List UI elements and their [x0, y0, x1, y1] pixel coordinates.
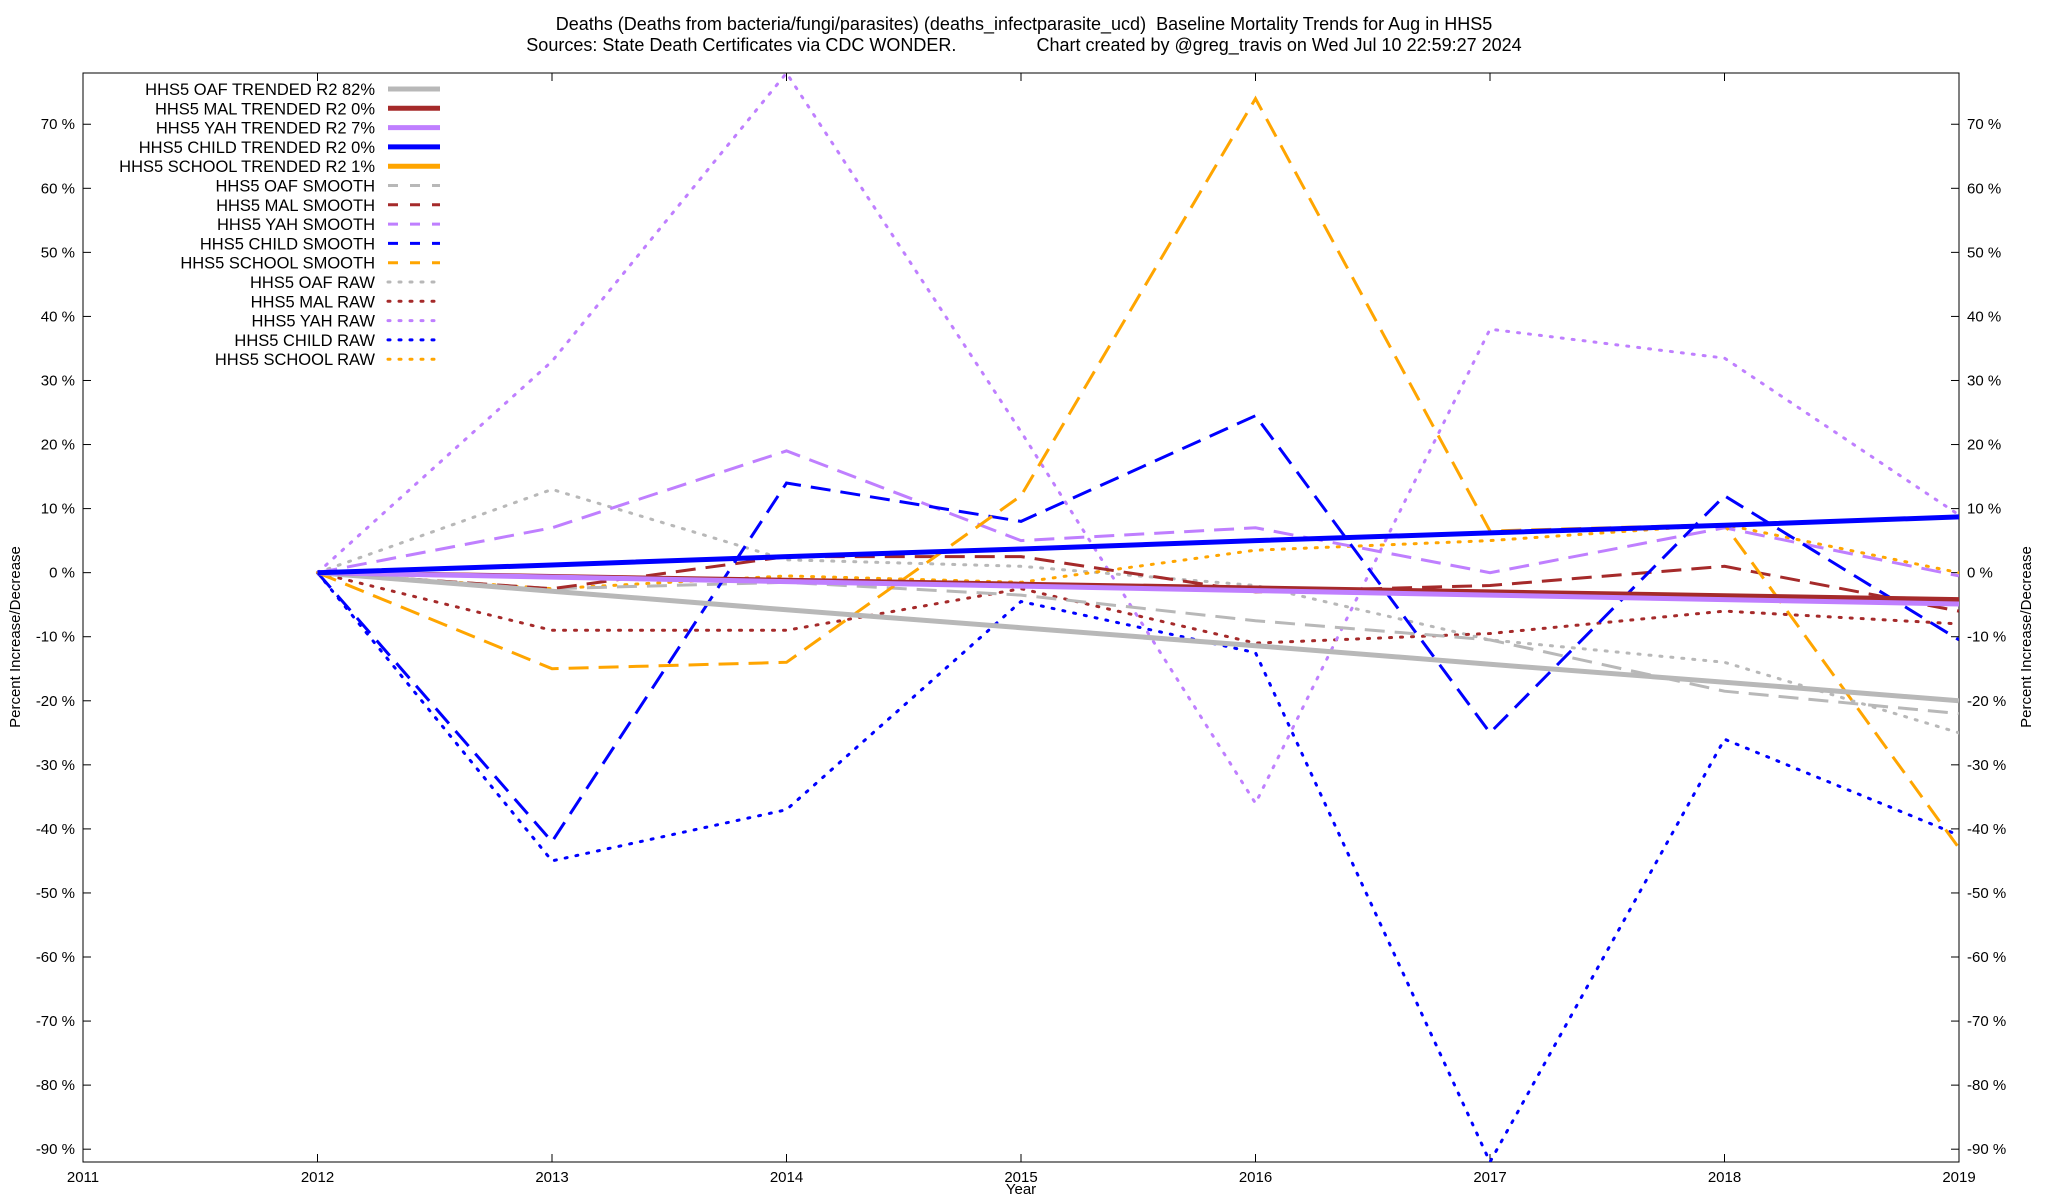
- y-tick-label-right: -80 %: [1967, 1077, 2006, 1094]
- y-tick-label-left: 0 %: [49, 565, 75, 582]
- legend-entry-label: HHS5 MAL SMOOTH: [216, 197, 375, 215]
- y-tick-label-left: 70 %: [41, 116, 75, 133]
- y-tick-label-left: -80 %: [36, 1077, 75, 1094]
- x-tick-label: 2019: [1942, 1169, 1975, 1186]
- legend-entry-label: HHS5 MAL RAW: [251, 293, 376, 311]
- x-tick-label: 2016: [1239, 1169, 1272, 1186]
- series-layer: [316, 73, 1959, 1162]
- y-tick-label-right: -60 %: [1967, 949, 2006, 966]
- y-tick-label-right: 70 %: [1967, 116, 2001, 133]
- legend-entry-label: HHS5 YAH TRENDED R2 7%: [156, 120, 375, 138]
- series-line-12: [316, 73, 1959, 807]
- series-line-9: [316, 95, 1959, 849]
- series-line-7: [317, 449, 1959, 578]
- legend-entry-label: HHS5 OAF TRENDED R2 82%: [145, 81, 375, 99]
- y-tick-label-left: -10 %: [36, 629, 75, 646]
- legend-entry-label: HHS5 OAF SMOOTH: [215, 178, 375, 196]
- y-tick-label-left: 10 %: [41, 501, 75, 518]
- series-line-3: [317, 514, 1959, 576]
- chart-title-line-1: Deaths (Deaths from bacteria/fungi/paras…: [555, 14, 1493, 34]
- legend-entry-label: HHS5 CHILD TRENDED R2 0%: [139, 139, 376, 157]
- y-tick-label-right: -70 %: [1967, 1013, 2006, 1030]
- chart-title: Deaths (Deaths from bacteria/fungi/paras…: [0, 14, 2048, 56]
- y-tick-label-left: 40 %: [41, 308, 75, 325]
- series-line-10: [316, 487, 1959, 735]
- legend-entry-label: HHS5 MAL TRENDED R2 0%: [155, 100, 375, 118]
- legend: HHS5 OAF TRENDED R2 82%HHS5 MAL TRENDED …: [119, 81, 442, 369]
- axis-frame: 2011 2012 2013 2014 2015 2016 2017 2018 2019 70 %…: [36, 72, 2006, 1186]
- y-axis-label-right: Percent Increase/Decrease: [2018, 546, 2035, 728]
- y-tick-label-right: 10 %: [1967, 501, 2001, 518]
- y-tick-label-right: 30 %: [1967, 372, 2001, 389]
- legend-entry-label: HHS5 SCHOOL RAW: [215, 351, 376, 369]
- x-axis-label: Year: [1006, 1181, 1036, 1198]
- legend-entry-label: HHS5 OAF RAW: [250, 274, 375, 292]
- series-line-11: [316, 571, 1959, 645]
- y-axis-label-left: Percent Increase/Decrease: [7, 546, 24, 728]
- y-tick-label-right: 40 %: [1967, 308, 2001, 325]
- y-tick-label-left: -50 %: [36, 885, 75, 902]
- y-tick-label-right: -10 %: [1967, 629, 2006, 646]
- y-tick-label-left: -20 %: [36, 693, 75, 710]
- series-line-0: [317, 570, 1959, 704]
- legend-entry-label: HHS5 SCHOOL SMOOTH: [180, 255, 375, 273]
- y-tick-label-right: 60 %: [1967, 180, 2001, 197]
- y-tick-label-right: -40 %: [1967, 821, 2006, 838]
- legend-entry-label: HHS5 CHILD RAW: [234, 332, 375, 350]
- y-tick-label-left: 20 %: [41, 437, 75, 454]
- y-tick-label-right: 50 %: [1967, 244, 2001, 261]
- series-line-8: [316, 413, 1959, 845]
- legend-entry-label: HHS5 YAH RAW: [252, 313, 376, 331]
- x-tick-label: 2013: [535, 1169, 568, 1186]
- y-tick-label-left: -40 %: [36, 821, 75, 838]
- y-tick-label-right: -20 %: [1967, 693, 2006, 710]
- legend-entry-label: HHS5 SCHOOL TRENDED R2 1%: [119, 158, 375, 176]
- series-line-13: [316, 571, 1959, 1162]
- y-tick-label-right: -50 %: [1967, 885, 2006, 902]
- chart-title-line-2: Sources: State Death Certificates via CD…: [526, 35, 1522, 55]
- legend-entry-label: HHS5 CHILD SMOOTH: [200, 235, 375, 253]
- y-tick-label-right: 20 %: [1967, 437, 2001, 454]
- y-tick-label-left: 30 %: [41, 372, 75, 389]
- x-tick-label: 2017: [1473, 1169, 1506, 1186]
- y-tick-label-right: -90 %: [1967, 1141, 2006, 1158]
- y-tick-label-left: 50 %: [41, 244, 75, 261]
- x-tick-label: 2018: [1708, 1169, 1741, 1186]
- x-tick-label: 2015: [1004, 1169, 1037, 1186]
- y-tick-label-left: -60 %: [36, 949, 75, 966]
- y-tick-label-right: -30 %: [1967, 757, 2006, 774]
- x-tick-label: 2011: [67, 1169, 99, 1186]
- x-tick-label: 2012: [301, 1169, 334, 1186]
- series-line-6: [317, 555, 1959, 613]
- legend-entry-label: HHS5 YAH SMOOTH: [217, 216, 375, 234]
- y-tick-label-left: -70 %: [36, 1013, 75, 1030]
- y-tick-label-left: -30 %: [36, 757, 75, 774]
- series-line-5: [317, 571, 1959, 716]
- y-tick-label-right: 0 %: [1967, 565, 1993, 582]
- y-tick-label-left: 60 %: [41, 180, 75, 197]
- x-tick-label: 2014: [770, 1169, 803, 1186]
- y-tick-label-left: -90 %: [36, 1141, 75, 1158]
- series-line-2: [317, 570, 1959, 607]
